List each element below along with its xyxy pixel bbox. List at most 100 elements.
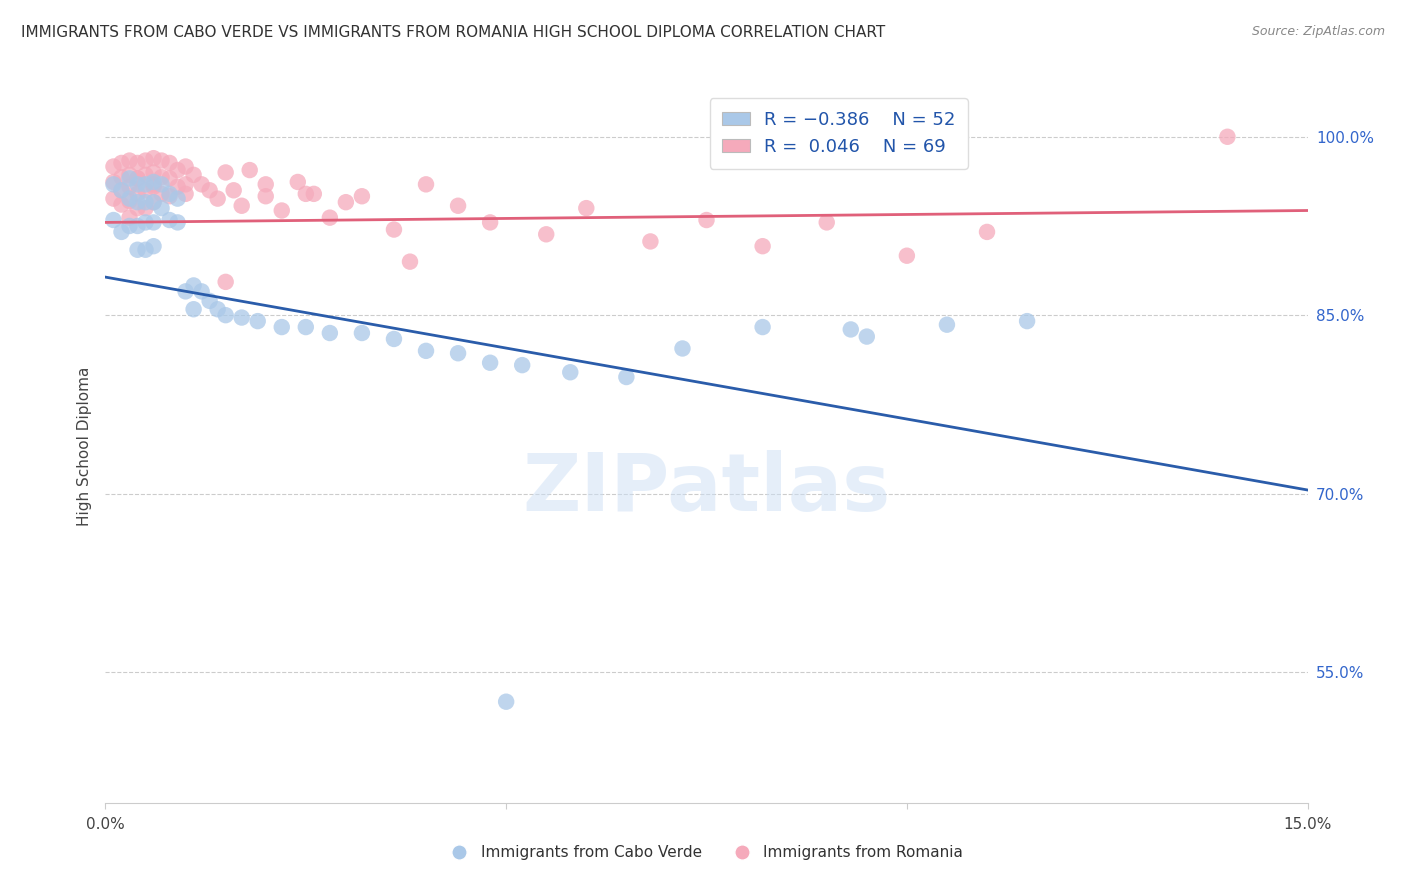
Point xyxy=(142,239,165,253)
Point xyxy=(239,163,262,178)
Point xyxy=(447,199,470,213)
Point xyxy=(135,183,157,197)
Point xyxy=(118,192,141,206)
Point xyxy=(382,222,405,236)
Point xyxy=(174,178,197,192)
Point xyxy=(166,163,188,178)
Point xyxy=(159,186,181,201)
Point xyxy=(142,178,165,192)
Point xyxy=(560,365,582,379)
Point xyxy=(118,171,141,186)
Point xyxy=(246,314,269,328)
Point xyxy=(103,160,125,174)
Point xyxy=(350,189,373,203)
Point xyxy=(671,342,693,356)
Point xyxy=(415,178,437,192)
Point xyxy=(118,211,141,225)
Point xyxy=(751,320,773,334)
Point xyxy=(135,243,157,257)
Point xyxy=(135,153,157,168)
Point xyxy=(198,293,221,308)
Point xyxy=(616,370,638,384)
Point xyxy=(415,343,437,358)
Point xyxy=(142,179,165,194)
Point xyxy=(166,192,188,206)
Point xyxy=(159,189,181,203)
Point xyxy=(159,171,181,186)
Point xyxy=(214,275,236,289)
Point xyxy=(207,192,229,206)
Point xyxy=(254,189,277,203)
Point xyxy=(839,322,862,336)
Point xyxy=(479,215,502,229)
Point xyxy=(510,358,533,372)
Point xyxy=(135,178,157,192)
Point xyxy=(142,195,165,210)
Point xyxy=(103,178,125,192)
Point xyxy=(159,213,181,227)
Point xyxy=(302,186,325,201)
Point xyxy=(127,186,149,201)
Point xyxy=(855,329,877,343)
Point xyxy=(1216,129,1239,144)
Point xyxy=(640,235,662,249)
Point xyxy=(118,219,141,233)
Point xyxy=(150,178,173,192)
Point xyxy=(319,211,342,225)
Point xyxy=(118,168,141,182)
Point xyxy=(142,151,165,165)
Point xyxy=(575,201,598,215)
Point xyxy=(896,249,918,263)
Point xyxy=(287,175,309,189)
Point xyxy=(198,183,221,197)
Point xyxy=(110,183,132,197)
Point xyxy=(479,356,502,370)
Point xyxy=(110,170,132,185)
Point xyxy=(127,201,149,215)
Point xyxy=(222,183,245,197)
Point xyxy=(110,183,132,197)
Point xyxy=(127,171,149,186)
Point xyxy=(135,168,157,182)
Point xyxy=(295,186,318,201)
Point xyxy=(174,160,197,174)
Point xyxy=(447,346,470,360)
Point xyxy=(350,326,373,340)
Point xyxy=(127,219,149,233)
Point xyxy=(142,175,165,189)
Point xyxy=(142,215,165,229)
Point xyxy=(103,175,125,189)
Point xyxy=(936,318,959,332)
Point xyxy=(127,178,149,192)
Point xyxy=(127,195,149,210)
Point xyxy=(166,215,188,229)
Point xyxy=(183,278,205,293)
Point xyxy=(150,201,173,215)
Point xyxy=(495,695,517,709)
Point xyxy=(1017,314,1039,328)
Point xyxy=(751,239,773,253)
Point xyxy=(174,285,197,299)
Point xyxy=(190,285,212,299)
Point xyxy=(150,186,173,201)
Point xyxy=(295,320,318,334)
Point xyxy=(127,243,149,257)
Point xyxy=(231,310,253,325)
Point xyxy=(183,168,205,182)
Point xyxy=(815,215,838,229)
Point xyxy=(135,201,157,215)
Point xyxy=(335,195,357,210)
Point xyxy=(110,225,132,239)
Point xyxy=(319,326,342,340)
Point xyxy=(103,213,125,227)
Point xyxy=(110,156,132,170)
Point xyxy=(270,203,292,218)
Point xyxy=(110,197,132,211)
Legend: Immigrants from Cabo Verde, Immigrants from Romania: Immigrants from Cabo Verde, Immigrants f… xyxy=(444,839,969,866)
Point xyxy=(696,213,718,227)
Point xyxy=(118,153,141,168)
Point xyxy=(270,320,292,334)
Y-axis label: High School Diploma: High School Diploma xyxy=(76,367,91,525)
Point xyxy=(150,153,173,168)
Point xyxy=(166,179,188,194)
